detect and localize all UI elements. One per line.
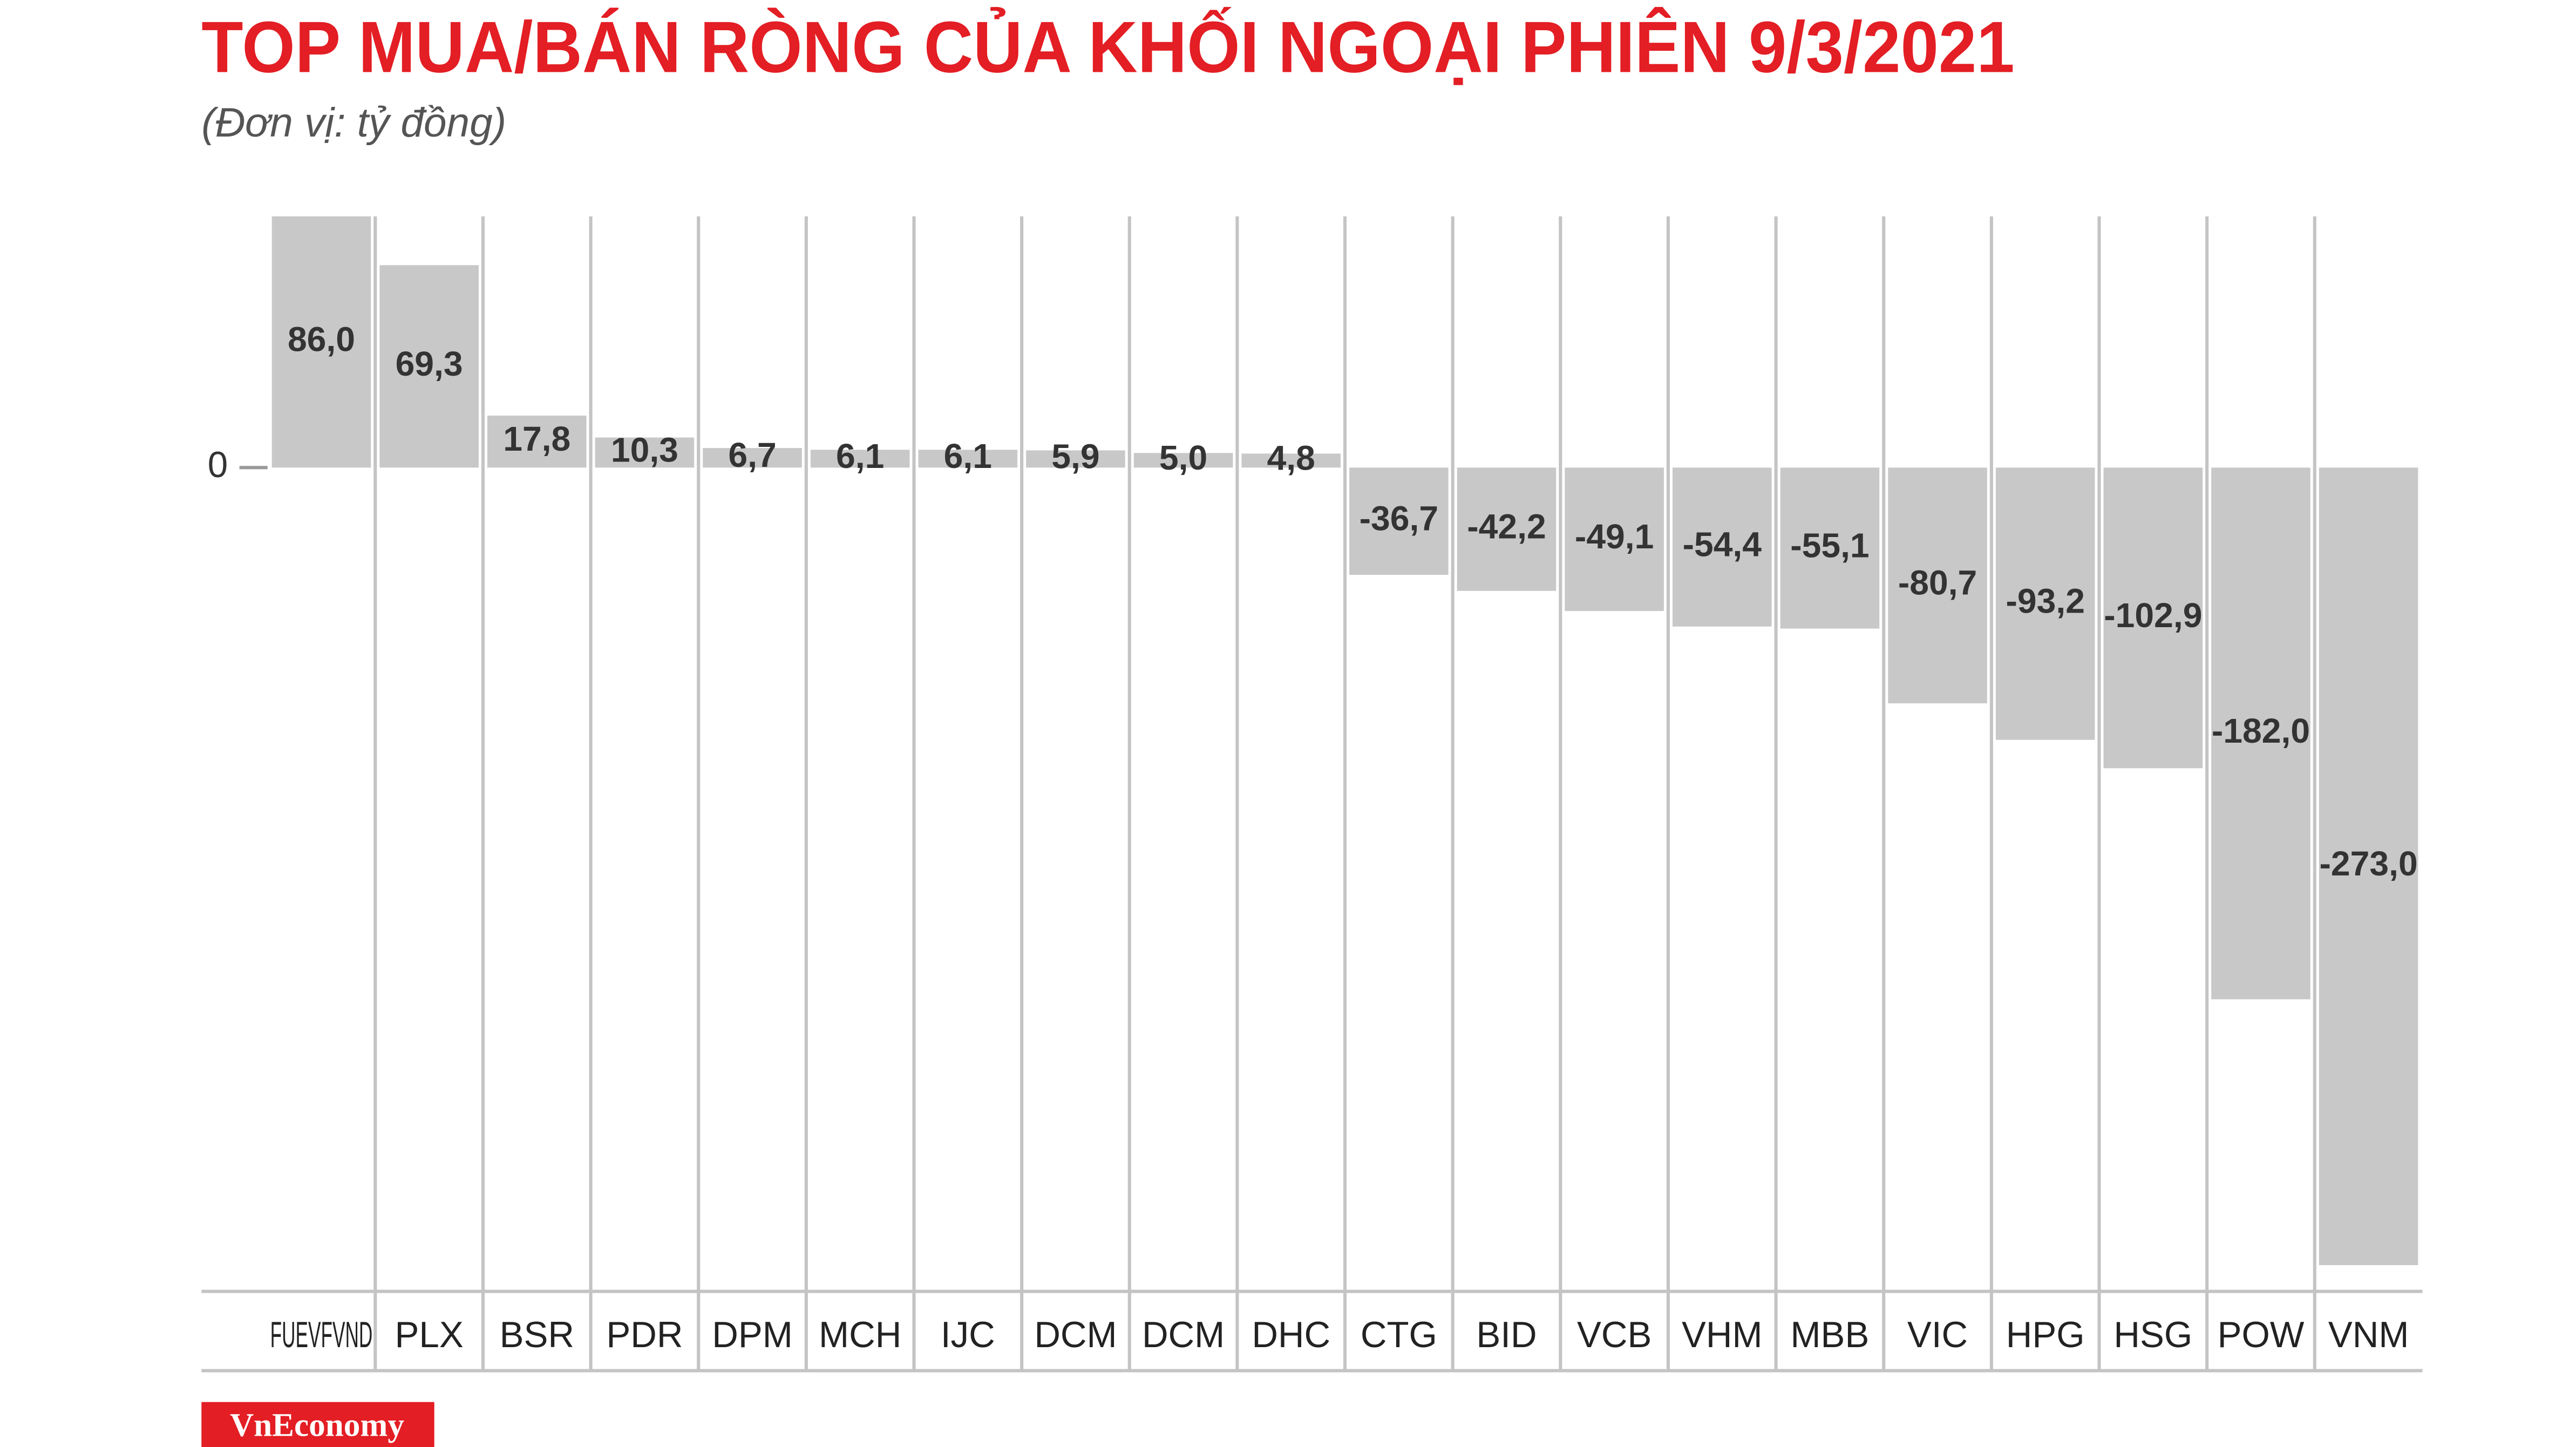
x-tick-label: MCH (819, 1315, 901, 1355)
value-label: 69,3 (396, 344, 463, 383)
value-label: -273,0 (2320, 844, 2418, 883)
bar (703, 448, 802, 468)
x-tick-label: PDR (606, 1315, 683, 1355)
x-tick-label: VIC (1907, 1315, 1968, 1355)
x-tick-label: HPG (2006, 1315, 2085, 1355)
value-label: 6,1 (944, 437, 992, 475)
value-label: -182,0 (2212, 711, 2310, 750)
value-label: 4,8 (1267, 438, 1315, 477)
value-label: -93,2 (2006, 582, 2084, 621)
x-tick-label: VHM (1682, 1315, 1763, 1355)
bar (1133, 453, 1233, 468)
bar (1457, 467, 1557, 591)
bar (1241, 453, 1341, 468)
value-label: 6,1 (836, 437, 884, 475)
value-label: 86,0 (288, 320, 355, 359)
bar (595, 437, 695, 468)
x-tick-label: DCM (1142, 1315, 1225, 1355)
x-tick-label: HSG (2113, 1315, 2192, 1355)
bar (2103, 467, 2203, 769)
x-tick-label: IJC (941, 1315, 995, 1355)
value-label: 5,9 (1051, 437, 1099, 475)
x-tick-label: VNM (2328, 1315, 2409, 1355)
x-tick-label: BSR (500, 1315, 574, 1355)
x-tick-label: POW (2218, 1315, 2305, 1355)
value-label: 6,7 (728, 436, 776, 474)
logo-box (201, 1402, 434, 1447)
x-tick-label: DHC (1252, 1315, 1330, 1355)
bar (1349, 467, 1449, 575)
bar (1780, 467, 1880, 629)
bar (1995, 467, 2095, 740)
x-tick-label: CTG (1361, 1315, 1437, 1355)
value-label: 10,3 (611, 430, 678, 469)
bar (2319, 467, 2418, 1265)
x-tick-label: FUEVFVND (270, 1315, 373, 1355)
bar (1026, 450, 1125, 468)
x-tick-label: VCB (1577, 1315, 1651, 1355)
bar (1673, 467, 1772, 627)
value-label: 17,8 (503, 419, 570, 458)
x-tick-label: BID (1476, 1315, 1537, 1355)
x-tick-label: MBB (1791, 1315, 1870, 1355)
x-tick-label: DCM (1034, 1315, 1117, 1355)
chart-subtitle: (Đơn vị: tỷ đồng) (201, 100, 506, 146)
logo: VnEconomy (230, 1407, 404, 1444)
value-label: -55,1 (1790, 526, 1869, 565)
value-label: -42,2 (1467, 507, 1546, 546)
value-label: -80,7 (1898, 563, 1977, 602)
bar (379, 265, 479, 468)
y-tick-label: 0 (208, 445, 228, 485)
bar (487, 416, 587, 468)
bar (918, 450, 1018, 468)
bar (1888, 467, 1987, 704)
bar (2211, 467, 2310, 1000)
value-label: -54,4 (1683, 525, 1762, 564)
value-label: -102,9 (2104, 596, 2202, 635)
bar (271, 216, 371, 468)
x-tick-label: DPM (712, 1315, 793, 1355)
bar (810, 450, 910, 468)
value-label: 5,0 (1159, 438, 1207, 477)
value-label: -49,1 (1575, 517, 1654, 556)
x-tick-label: PLX (395, 1315, 464, 1355)
bar (1565, 467, 1664, 612)
value-label: -36,7 (1360, 499, 1438, 538)
chart-title: TOP MUA/BÁN RÒNG CỦA KHỐI NGOẠI PHIÊN 9/… (201, 6, 2014, 88)
